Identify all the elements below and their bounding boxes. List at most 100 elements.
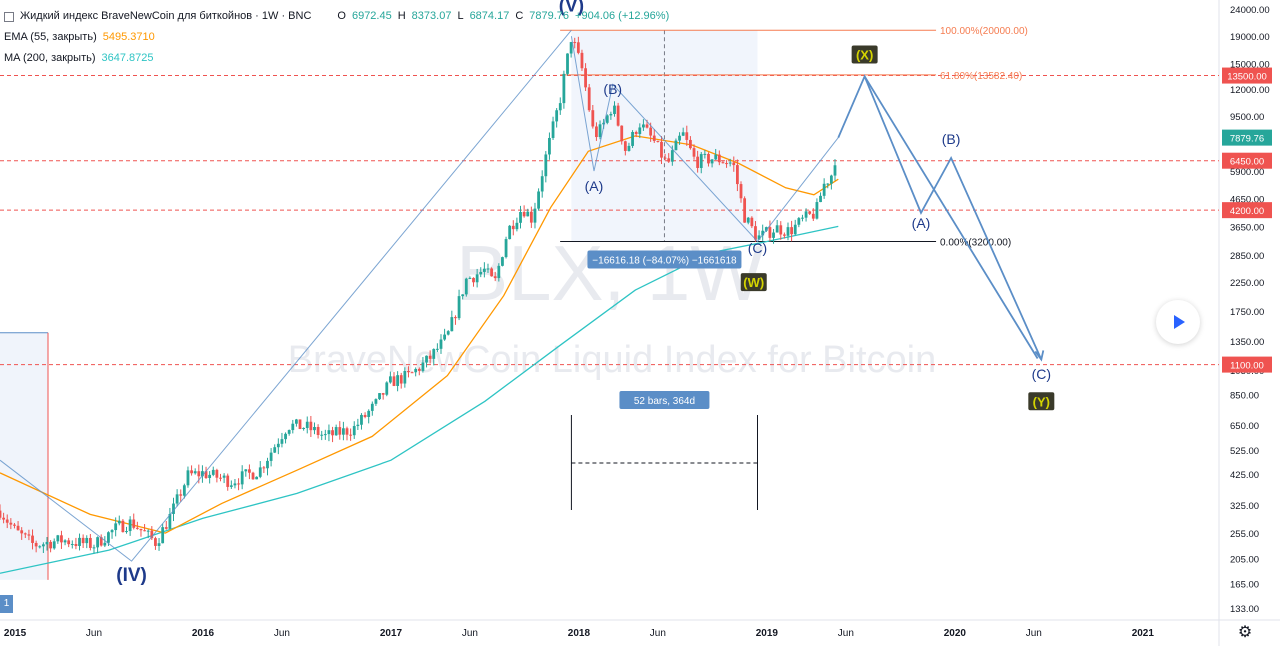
candle-body-166 — [598, 124, 602, 138]
candle-body-164 — [591, 110, 595, 127]
candle-body-68 — [244, 469, 248, 472]
candle-body-188 — [678, 135, 681, 141]
candle-body-211 — [761, 230, 765, 236]
collapse-legend-icon[interactable] — [4, 11, 14, 22]
candle-body-134 — [482, 268, 486, 272]
candle-body-210 — [757, 235, 761, 240]
candle-body-181 — [652, 135, 656, 141]
candle-body-11 — [38, 546, 42, 548]
candle-body-81 — [291, 423, 295, 431]
candle-body-139 — [501, 257, 504, 266]
candle-body-195 — [703, 153, 707, 155]
level-price-tag-1 — [1222, 152, 1272, 169]
candle-body-144 — [519, 211, 522, 223]
ohlc-low-value: 6874.17 — [469, 10, 510, 22]
candle-body-86 — [309, 421, 313, 431]
candle-body-165 — [595, 126, 598, 138]
last-price-text: 7879.76 — [1230, 134, 1264, 145]
ohlc-low-key: L — [457, 10, 464, 22]
level-price-tag-0 — [1222, 67, 1272, 84]
candle-body-84 — [302, 427, 306, 430]
candle-body-55 — [197, 471, 201, 477]
candle-body-136 — [490, 268, 493, 277]
candle-body-21 — [74, 544, 78, 546]
candle-body-3 — [9, 522, 13, 525]
level-price-text-0: 13500.00 — [1227, 72, 1267, 83]
candle-body-8 — [27, 534, 31, 536]
settings-gear-icon[interactable]: ⚙ — [1237, 624, 1253, 641]
candle-body-14 — [49, 541, 53, 549]
legend-title: Жидкий индекс BraveNewCoin для биткойнов… — [20, 10, 312, 22]
candle-body-122 — [439, 339, 443, 349]
candle-body-167 — [602, 122, 606, 125]
ohlc-open-value: 6972.45 — [351, 10, 392, 22]
candle-body-113 — [407, 371, 410, 373]
candle-body-64 — [229, 485, 233, 487]
candle-body-103 — [370, 403, 374, 411]
candle-body-96 — [345, 428, 349, 435]
candle-body-91 — [327, 430, 331, 435]
x-tick-label-10: 2020 — [944, 628, 967, 639]
candle-body-182 — [656, 140, 660, 142]
ohlc-high-key: H — [397, 10, 406, 22]
candle-body-128 — [461, 294, 465, 297]
candle-body-152 — [548, 137, 551, 155]
candle-body-215 — [775, 225, 779, 233]
candle-body-219 — [790, 227, 794, 235]
candle-body-110 — [396, 375, 400, 386]
candle-body-142 — [511, 225, 515, 230]
bars-annotation-text: 52 bars, 364d — [634, 396, 695, 407]
candle-body-119 — [428, 355, 432, 359]
candle-body-200 — [721, 162, 725, 164]
candle-body-97 — [349, 434, 353, 436]
candle-body-66 — [237, 483, 240, 485]
candle-body-135 — [486, 268, 490, 270]
candle-body-198 — [714, 154, 718, 160]
legend-ma-row[interactable]: MA (200, закрыть) 3647.8725 — [4, 48, 669, 69]
level-price-tag-2 — [1222, 202, 1272, 219]
candle-body-9 — [31, 535, 34, 543]
candle-body-168 — [605, 115, 609, 123]
candle-body-151 — [544, 154, 548, 177]
x-tick-label-8: 2019 — [756, 628, 779, 639]
candle-body-20 — [70, 544, 74, 546]
candle-body-191 — [689, 139, 692, 149]
candle-body-154 — [555, 110, 559, 122]
candle-body-1 — [2, 517, 6, 520]
replay-button[interactable] — [1156, 300, 1200, 344]
x-tick-label-6: 2018 — [568, 628, 591, 639]
wave-box-label-2: (Y) — [1033, 394, 1050, 409]
candle-body-124 — [446, 331, 450, 335]
legend-ema-row[interactable]: EMA (55, закрыть) 5495.3710 — [4, 27, 669, 48]
x-tick-label-9: Jun — [838, 628, 854, 639]
candle-body-117 — [421, 362, 425, 371]
candle-body-35 — [125, 531, 128, 533]
candle-body-156 — [562, 73, 566, 104]
candle-body-199 — [717, 154, 721, 163]
candle-body-109 — [392, 376, 396, 386]
candle-body-145 — [522, 211, 526, 217]
candle-body-213 — [768, 227, 772, 238]
candle-body-148 — [533, 208, 537, 223]
ohlc-high-value: 8373.07 — [411, 10, 452, 22]
range-annotation-bg — [587, 250, 742, 269]
projected-wave-path — [837, 74, 1043, 360]
candle-body-19 — [67, 540, 71, 545]
y-tick-label-16: 525.00 — [1230, 446, 1259, 457]
candle-body-62 — [222, 475, 226, 478]
candle-body-69 — [248, 469, 251, 473]
candle-body-43 — [154, 538, 157, 546]
candle-body-94 — [338, 427, 342, 435]
candle-body-26 — [92, 547, 96, 549]
candle-body-61 — [219, 477, 222, 479]
candle-body-140 — [504, 239, 508, 258]
candle-body-184 — [663, 157, 667, 159]
candle-body-111 — [399, 375, 403, 384]
candle-body-31 — [110, 530, 114, 533]
candle-body-89 — [320, 434, 324, 436]
candle-body-228 — [822, 183, 826, 196]
candle-body-73 — [262, 467, 266, 469]
ema55-line — [0, 135, 839, 534]
candle-body-17 — [60, 535, 63, 543]
